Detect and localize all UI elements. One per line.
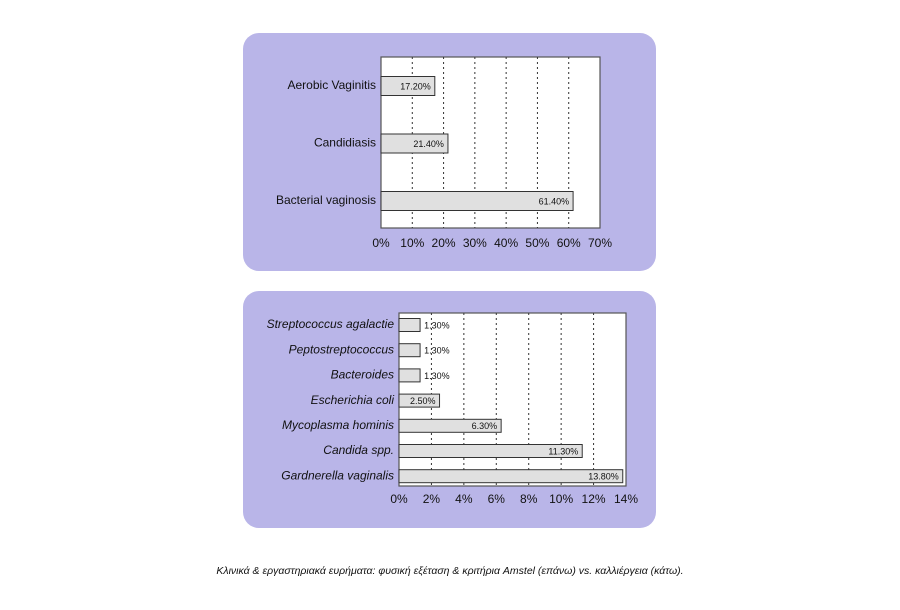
x-tick-label: 12%: [582, 492, 606, 506]
value-label: 6.30%: [472, 421, 498, 431]
x-tick-label: 0%: [390, 492, 408, 506]
caption: Κλινικά & εργαστηριακά ευρήματα: φυσική …: [216, 565, 683, 577]
x-tick-label: 10%: [400, 236, 424, 250]
value-label: 17.20%: [400, 81, 431, 91]
x-tick-label: 70%: [588, 236, 612, 250]
value-label: 1.30%: [424, 320, 450, 330]
bar: [398, 469, 624, 484]
category-label: Candida spp.: [323, 443, 394, 457]
x-tick-label: 4%: [455, 492, 473, 506]
category-label: Bacterial vaginosis: [276, 193, 376, 207]
bar: [398, 393, 441, 408]
value-label: 61.40%: [539, 196, 570, 206]
x-tick-label: 6%: [488, 492, 506, 506]
value-label: 21.40%: [413, 139, 444, 149]
value-label: 1.30%: [424, 346, 450, 356]
x-tick-label: 60%: [557, 236, 581, 250]
category-label: Mycoplasma hominis: [282, 418, 394, 432]
bar: [398, 343, 421, 358]
category-label: Candidiasis: [314, 136, 376, 150]
x-tick-label: 20%: [432, 236, 456, 250]
bar: [398, 318, 421, 332]
x-tick-label: 30%: [463, 236, 487, 250]
x-tick-label: 10%: [549, 492, 573, 506]
bar: [398, 444, 583, 458]
bar: [380, 133, 449, 154]
x-tick-label: 40%: [494, 236, 518, 250]
value-label: 2.50%: [410, 396, 436, 406]
bar: [380, 76, 436, 96]
category-label: Streptococcus agalactie: [267, 317, 395, 331]
category-label: Gardnerella vaginalis: [281, 468, 394, 482]
value-label: 1.30%: [424, 371, 450, 381]
x-tick-label: 2%: [423, 492, 441, 506]
category-label: Peptostreptococcus: [289, 342, 394, 356]
value-label: 11.30%: [548, 446, 578, 456]
bar: [398, 368, 421, 383]
x-tick-label: 8%: [520, 492, 538, 506]
bar: [380, 191, 574, 211]
value-label: 13.80%: [588, 472, 619, 482]
x-tick-label: 50%: [525, 236, 549, 250]
x-tick-label: 0%: [372, 236, 390, 250]
x-tick-label: 14%: [614, 492, 638, 506]
bar: [398, 418, 502, 433]
category-label: Aerobic Vaginitis: [288, 78, 377, 92]
category-label: Escherichia coli: [311, 393, 395, 407]
category-label: Bacteroides: [331, 368, 394, 382]
